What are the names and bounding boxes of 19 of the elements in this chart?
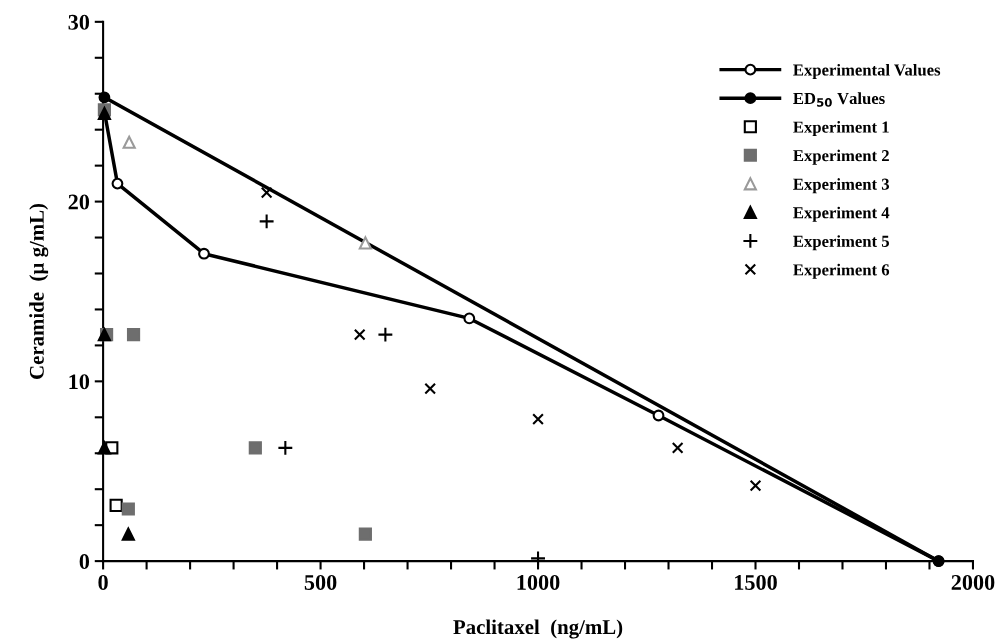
y-axis-title: Ceramide (µ g/mL): [29, 203, 49, 379]
legend-label: Experiment 3: [793, 178, 890, 194]
legend-label: Experiment 5: [793, 235, 889, 251]
x-tick-label: 0: [98, 574, 108, 590]
x-axis-title: Paclitaxel (ng/mL): [453, 619, 623, 639]
y-tick-label: 10: [69, 374, 90, 390]
legend-label: Experimental Values: [793, 63, 941, 80]
y-tick-label: 20: [68, 194, 90, 210]
legend-label: ED$_{50}$ Values: [793, 92, 885, 107]
legend-label: Experiment 4: [793, 206, 890, 222]
x-tick-label: 1000: [517, 574, 560, 590]
y-tick-label: 0: [79, 554, 90, 570]
legend-label: Experiment 2: [793, 149, 889, 165]
legend-label: Experiment 1: [793, 120, 889, 137]
x-tick-label: 1500: [735, 574, 777, 590]
x-tick-label: 500: [304, 574, 337, 590]
y-tick-label: 30: [68, 14, 90, 30]
x-tick-label: 2000: [951, 574, 995, 590]
legend-label: Experiment 6: [793, 263, 890, 279]
